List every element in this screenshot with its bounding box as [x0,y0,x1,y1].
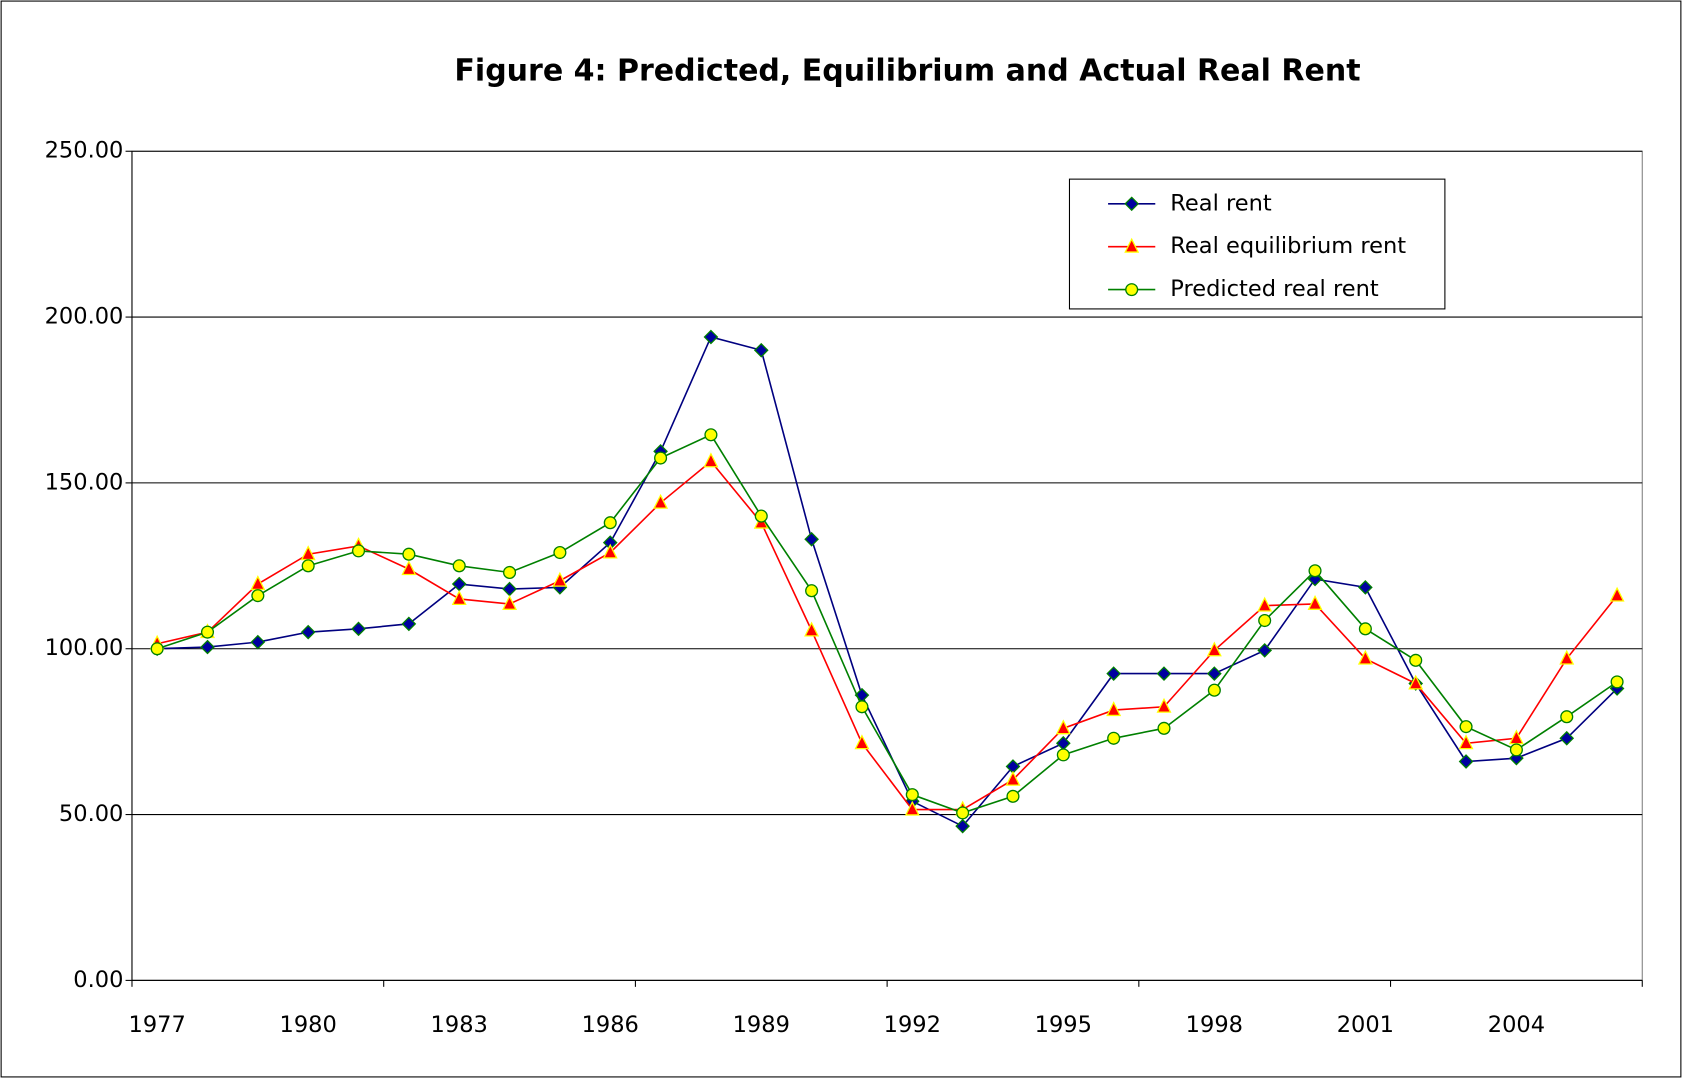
point [956,806,970,820]
x-tick-label: 1986 [582,1012,639,1038]
point [1609,586,1625,602]
series-line [157,336,1618,828]
point [200,625,215,639]
point [1106,666,1122,681]
point [1207,683,1221,697]
x-tick-label: 1995 [1035,1012,1092,1038]
point [301,559,315,573]
point [804,531,819,547]
x-tick-label: 1989 [733,1012,790,1038]
point [451,590,467,605]
point [401,560,417,576]
point [1559,730,1575,746]
point [602,543,618,559]
point [1408,674,1424,690]
point [553,546,567,560]
point [703,452,719,468]
point [603,516,617,530]
y-tick-label: 50.00 [59,801,123,827]
point [251,589,265,603]
x-tick-label: 1980 [280,1012,337,1038]
point [804,621,820,637]
point [1307,595,1323,610]
point [1308,564,1322,578]
x-tick-label: 1983 [431,1012,488,1038]
point [704,428,718,442]
point [1257,643,1273,658]
point [200,639,215,655]
point [1559,649,1575,665]
point [805,584,819,598]
point [1257,596,1273,612]
legend-label: Real rent [1170,190,1272,216]
point [1055,719,1071,735]
y-tick-label: 100.00 [45,635,124,661]
point [654,451,668,465]
point [1156,697,1172,713]
point [1056,748,1070,762]
point [753,342,769,358]
point [1005,770,1021,786]
point [1458,734,1474,750]
y-tick-label: 250.00 [45,138,124,164]
series-line [156,433,1618,814]
point [1107,731,1121,745]
point [854,734,870,750]
y-tick-label: 150.00 [45,469,124,495]
point [904,800,920,816]
x-tick-label: 1998 [1186,1012,1243,1038]
legend-marker [1124,237,1140,253]
point [1409,653,1423,667]
point [502,595,518,610]
point [1458,754,1474,769]
point [1509,743,1523,757]
point [552,571,568,587]
point [401,616,417,632]
point [150,642,164,656]
point [1106,701,1122,717]
chart-title: Figure 4: Predicted, Equilibrium and Act… [454,53,1360,88]
y-tick-label: 0.00 [73,967,123,993]
legend-label: Predicted real rent [1170,276,1379,302]
point [1157,721,1171,735]
point [1358,622,1372,636]
point [300,624,316,640]
x-tick-label: 2004 [1488,1012,1545,1038]
point [1206,641,1222,657]
series-line [156,460,1618,811]
point [653,493,669,509]
legend-marker [1124,196,1140,212]
point [250,634,266,650]
point [1156,666,1172,681]
y-tick-label: 200.00 [45,304,124,330]
point [754,509,768,523]
legend-label: Real equilibrium rent [1170,233,1406,259]
point [703,329,719,345]
x-tick-label: 1992 [884,1012,941,1038]
point [1357,649,1373,665]
point [855,700,869,714]
point [1560,710,1574,724]
legend-marker [1125,283,1139,297]
point [1006,789,1020,803]
point [503,565,517,579]
x-tick-label: 2001 [1337,1012,1394,1038]
point [905,788,919,802]
point [351,621,366,637]
point [1459,720,1473,734]
point [452,559,466,573]
x-tick-label: 1977 [129,1012,186,1038]
point [1358,580,1373,595]
point [1207,666,1222,681]
point [351,544,366,558]
point [1258,613,1272,628]
point [1610,675,1624,689]
point [955,818,970,834]
point [402,547,416,561]
